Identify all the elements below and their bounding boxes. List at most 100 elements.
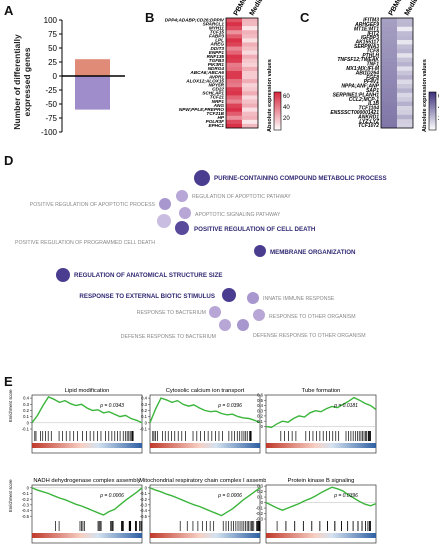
gene-label: CCL2;MCP-1 (349, 97, 379, 103)
gene-label: TCF21B (206, 111, 224, 116)
gene-label: EPHC1 (208, 123, 224, 128)
panel-b-heatmap: PBMCsecMediumDPP4;ADABP;CD26;DPPIVSPARCL… (165, 0, 290, 132)
gene-label: RNF135 (207, 54, 225, 59)
gsea-ytick-label: 0.4 (141, 396, 147, 401)
gene-label: NRP1 (212, 99, 225, 104)
gsea-ytick-label: -0.1 (140, 491, 148, 496)
heatmap-cell (397, 62, 413, 67)
bar (75, 59, 110, 76)
gsea-curve (31, 487, 143, 516)
gene-label: AREG (210, 42, 225, 47)
y-tick-label: 50 (48, 44, 57, 53)
heatmap-cell (397, 84, 413, 89)
gsea-pvalue: p = 0.0006 (99, 493, 124, 499)
heatmap-cell (397, 35, 413, 41)
gsea-plot: Protein kinase B signaling 0.30.20.10-0.1… (256, 478, 377, 544)
heatmap-cell (226, 70, 242, 76)
gsea-rank-bar (150, 533, 260, 538)
gsea-pvalue: p = 0.0396 (333, 493, 358, 499)
gsea-ytick-label: 0.2 (257, 489, 263, 494)
gsea-title: Mitochondrial respiratory chain complex … (139, 478, 266, 484)
colorbar-tick: 200 (283, 116, 290, 122)
heatmap-cell (381, 40, 397, 45)
heatmap-cell (242, 75, 258, 80)
gsea-ytick-label: 0.3 (257, 408, 263, 413)
heatmap-cell (381, 84, 397, 89)
y-tick-label: -50 (45, 100, 57, 109)
gsea-ytick-label: -0.4 (22, 508, 30, 513)
network-node (159, 198, 171, 210)
heatmap-cell (381, 88, 397, 94)
heatmap-cell (397, 70, 413, 76)
heatmap-cell (397, 123, 413, 129)
heatmap-cell (242, 54, 258, 60)
gsea-curve (265, 486, 377, 511)
heatmap-cell (226, 62, 242, 68)
gsea-rank-bar (150, 443, 260, 448)
y-tick-label: -100 (41, 128, 58, 137)
heatmap-cell (226, 83, 242, 88)
gene-label: FABP3 (209, 34, 224, 39)
gsea-curve (31, 396, 143, 424)
network-node (209, 306, 221, 318)
heatmap-cell (242, 70, 258, 76)
gene-label: ARHGEF9 (354, 22, 379, 28)
panel-d-network: PURINE-CONTAINING COMPOUND METABOLIC PRO… (15, 170, 387, 340)
heatmap-cell (242, 123, 258, 129)
gene-label: MT1E;MT1 (354, 26, 379, 32)
gene-label: PIK3R1 (208, 62, 225, 67)
gsea-ytick-label: -0.5 (22, 514, 30, 519)
heatmap-cell (381, 18, 397, 23)
gene-label: SAP1 (366, 88, 379, 94)
heatmap-cell (242, 38, 258, 43)
heatmap-cell (381, 35, 397, 41)
panel-label-c: C (300, 10, 310, 25)
gene-label: NPY5R (208, 82, 224, 87)
heatmap-cell (381, 31, 397, 36)
panel-e-gsea: Lipid modification 0.4 0.3 0.2 0.1 0 -0.1 Enric… (0, 380, 439, 550)
gsea-ytick-label: 0.2 (257, 414, 263, 419)
gsea-ytick-label: 0.1 (257, 419, 263, 424)
gsea-ytick-label: 0 (27, 485, 30, 490)
gsea-ytick-label: 0 (261, 424, 264, 429)
heatmap-cell (397, 92, 413, 98)
heatmap-cell (397, 114, 413, 120)
gene-label: LYZ;LYZ (359, 119, 380, 125)
heatmap-cell (242, 95, 258, 100)
gene-label: IFIT2 (367, 31, 379, 37)
gene-label: IFITM3 (363, 18, 379, 24)
heatmap-cell (226, 42, 242, 47)
y-tick-label: 75 (48, 30, 57, 39)
gsea-rank-bar (32, 533, 142, 538)
gsea-ytick-label: 0.1 (23, 414, 29, 419)
gsea-ytick-label: 0 (145, 420, 148, 425)
heatmap-cell (226, 75, 242, 80)
gsea-ytick-label: 0.3 (141, 402, 147, 407)
gsea-ytick-label: 0 (145, 485, 148, 490)
heatmap-cell (226, 54, 242, 60)
gene-label: MX1;MX;IFI-M (346, 66, 380, 72)
network-node-label: MEMBRANE ORGANIZATION (270, 249, 356, 256)
heatmap-cell (397, 44, 413, 50)
gsea-plot: Lipid modification 0.40.30.20.10 -0.1 Enric… (8, 388, 143, 454)
heatmap-cell (397, 97, 413, 102)
heatmap-cell (381, 70, 397, 76)
heatmap-cell (242, 42, 258, 47)
network-node-label: PURINE-CONTAINING COMPOUND METABOLIC PRO… (214, 175, 387, 182)
heatmap-cell (242, 46, 258, 51)
heatmap-cell (397, 53, 413, 58)
heatmap-cell (242, 50, 258, 55)
network-node (157, 214, 171, 228)
network-node-label: DEFENSE RESPONSE TO OTHER ORGANISM (253, 333, 366, 339)
gsea-curve (265, 396, 377, 429)
heatmap-cell (381, 106, 397, 111)
heatmap-cell (381, 44, 397, 50)
heatmap-cell (381, 79, 397, 85)
heatmap-cell (226, 95, 242, 100)
column-header: Medium (249, 0, 268, 17)
gsea-ylabel: Enrichment score (8, 389, 13, 422)
panel-a-ylabel: Number of differentially expressed genes (12, 34, 32, 130)
network-node-label: RESPONSE TO OTHER ORGANISM (269, 314, 356, 320)
heatmap-cell (381, 97, 397, 102)
network-node (176, 190, 188, 202)
